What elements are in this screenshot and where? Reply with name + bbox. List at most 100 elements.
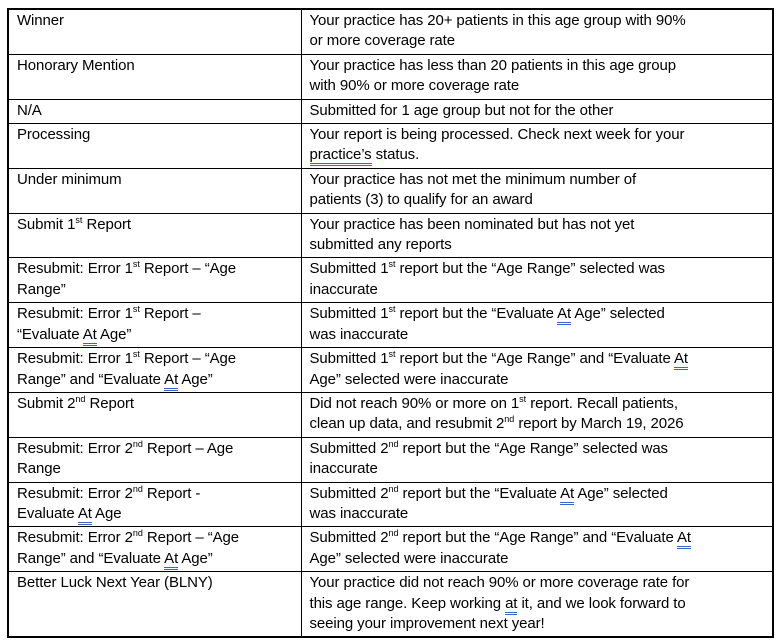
text-segment: Resubmit: Error 2 xyxy=(17,484,133,502)
ordinal-superscript: nd xyxy=(132,528,143,539)
text-segment: Submitted 2 xyxy=(309,529,389,547)
text-segment: Did not reach 90% or more on 1 xyxy=(309,394,520,412)
status-cell: Honorary Mention xyxy=(7,53,302,100)
grammar-underlined-text: At xyxy=(164,370,178,391)
status-cell: Resubmit: Error 2nd Report – Age Range xyxy=(7,436,302,483)
description-cell: Your practice has been nominated but has… xyxy=(300,212,774,259)
text-segment: Your practice has not met the minimum nu… xyxy=(309,170,637,209)
table-row: Submit 1st Report Your practice has been … xyxy=(7,212,774,259)
text-segment: Under minimum xyxy=(17,170,122,188)
ordinal-superscript: st xyxy=(519,393,527,404)
ordinal-superscript: st xyxy=(75,214,83,225)
table-row: Better Luck Next Year (BLNY) Your practic… xyxy=(7,571,774,638)
description-cell: Submitted 1st report but the “Age Range”… xyxy=(300,347,774,393)
ordinal-superscript: nd xyxy=(388,438,399,449)
status-cell: Resubmit: Error 2nd Report – “Age Range”… xyxy=(7,526,302,573)
description-cell: Your practice has less than 20 patients … xyxy=(300,53,774,100)
status-cell: N/A xyxy=(7,98,302,125)
text-segment: Report – Age Range xyxy=(17,439,234,478)
table-row: Resubmit: Error 1st Report – “Age Range”… xyxy=(7,257,774,304)
text-segment: Your report is being processed. Check ne… xyxy=(309,126,685,144)
ordinal-superscript: nd xyxy=(504,414,515,425)
text-segment: report but the “Age Range” selected was … xyxy=(309,260,666,298)
table-row: Winner Your practice has 20+ patients in … xyxy=(7,8,774,55)
text-segment: Age” xyxy=(96,325,132,343)
text-segment: Submitted 1 xyxy=(309,305,389,323)
text-segment: Better Luck Next Year (BLNY) xyxy=(17,574,213,592)
ordinal-superscript: nd xyxy=(388,483,399,494)
text-segment: Age” xyxy=(178,370,213,388)
text-segment: Report – “Evaluate xyxy=(17,305,201,343)
description-cell: Your practice did not reach 90% or more … xyxy=(300,571,774,638)
ordinal-superscript: nd xyxy=(388,528,399,539)
text-segment: Report – “Age Range” and “Evaluate xyxy=(17,529,240,567)
text-segment: Submitted 1 xyxy=(309,260,389,278)
description-cell: Your practice has 20+ patients in this a… xyxy=(300,8,774,55)
ordinal-superscript: nd xyxy=(132,438,143,449)
text-segment: report by March 19, 2026 xyxy=(514,415,684,433)
status-cell: Resubmit: Error 1st Report – “Age Range” xyxy=(7,257,302,304)
ordinal-superscript: st xyxy=(132,304,140,315)
description-cell: Submitted 2nd report but the “Age Range”… xyxy=(300,526,774,573)
text-segment: Report xyxy=(82,215,131,233)
status-cell: Under minimum xyxy=(7,167,302,214)
text-segment: report but the “Evaluate xyxy=(395,305,558,323)
text-segment: Resubmit: Error 1 xyxy=(17,260,133,278)
text-segment: report but the “Age Range” and “Evaluate xyxy=(395,350,674,368)
grammar-underlined-text: At xyxy=(77,504,92,525)
table-row: Honorary Mention Your practice has less t… xyxy=(7,53,774,100)
award-status-table-body: Winner Your practice has 20+ patients in … xyxy=(7,8,774,638)
text-segment: report but the “Age Range” selected was … xyxy=(309,439,669,478)
text-segment: it, and we look forward to seeing your i… xyxy=(309,594,686,632)
text-segment: report but the “Age Range” and “Evaluate xyxy=(398,529,677,547)
text-segment: Your practice has less than 20 patients … xyxy=(309,56,677,95)
grammar-underlined-text: practice’s xyxy=(309,146,372,167)
text-segment: Honorary Mention xyxy=(17,56,135,74)
grammar-underlined-text: At xyxy=(560,484,574,505)
ordinal-superscript: st xyxy=(132,259,140,270)
ordinal-superscript: nd xyxy=(132,483,143,494)
ordinal-superscript: nd xyxy=(75,393,86,404)
status-cell: Submit 2nd Report xyxy=(7,391,302,438)
text-segment: Your practice did not reach 90% or more … xyxy=(309,574,690,612)
grammar-underlined-text: At xyxy=(676,529,691,550)
grammar-underlined-text: At xyxy=(673,350,688,371)
table-row: N/A Submitted for 1 age group but not for… xyxy=(7,98,774,125)
text-segment: Age” selected was inaccurate xyxy=(309,305,665,343)
text-segment: Report xyxy=(85,394,134,412)
text-segment: Resubmit: Error 2 xyxy=(17,439,133,457)
grammar-underlined-text: at xyxy=(505,594,517,615)
ordinal-superscript: st xyxy=(388,349,396,360)
text-segment: Age” selected was inaccurate xyxy=(309,484,668,522)
text-segment: Resubmit: Error 2 xyxy=(17,529,133,547)
table-row: Processing Your report is being processed… xyxy=(7,123,774,169)
status-cell: Better Luck Next Year (BLNY) xyxy=(7,571,302,638)
table-row: Submit 2nd Report Did not reach 90% or mo… xyxy=(7,391,774,438)
text-segment: Age xyxy=(91,504,122,522)
description-cell: Submitted 2nd report but the “Evaluate A… xyxy=(300,481,774,528)
text-segment: Submitted 1 xyxy=(309,350,389,368)
status-cell: Resubmit: Error 1st Report – “Evaluate A… xyxy=(7,302,302,349)
table-row: Resubmit: Error 2nd Report - Evaluate At… xyxy=(7,481,774,528)
status-cell: Processing xyxy=(7,123,302,169)
text-segment: Your practice has 20+ patients in this a… xyxy=(309,12,686,50)
text-segment: Submitted for 1 age group but not for th… xyxy=(309,101,614,119)
text-segment: Age” xyxy=(178,549,213,567)
text-segment: Resubmit: Error 1 xyxy=(17,305,133,323)
text-segment: report. Recall patients, clean up data, … xyxy=(309,394,678,433)
ordinal-superscript: st xyxy=(388,304,396,315)
award-status-table: Winner Your practice has 20+ patients in … xyxy=(7,8,774,639)
text-segment: Resubmit: Error 1 xyxy=(17,350,133,368)
description-cell: Your practice has not met the minimum nu… xyxy=(300,167,774,214)
description-cell: Your report is being processed. Check ne… xyxy=(300,123,774,169)
table-row: Under minimum Your practice has not met t… xyxy=(7,167,774,214)
description-cell: Submitted for 1 age group but not for th… xyxy=(300,98,774,125)
description-cell: Submitted 1st report but the “Age Range”… xyxy=(300,257,774,304)
text-segment: status. xyxy=(371,146,420,164)
status-cell: Resubmit: Error 2nd Report - Evaluate At… xyxy=(7,481,302,528)
text-segment: Age” selected were inaccurate xyxy=(309,370,509,388)
ordinal-superscript: st xyxy=(132,349,140,360)
grammar-underlined-text: At xyxy=(82,325,97,346)
table-row: Resubmit: Error 1st Report – “Evaluate A… xyxy=(7,302,774,349)
